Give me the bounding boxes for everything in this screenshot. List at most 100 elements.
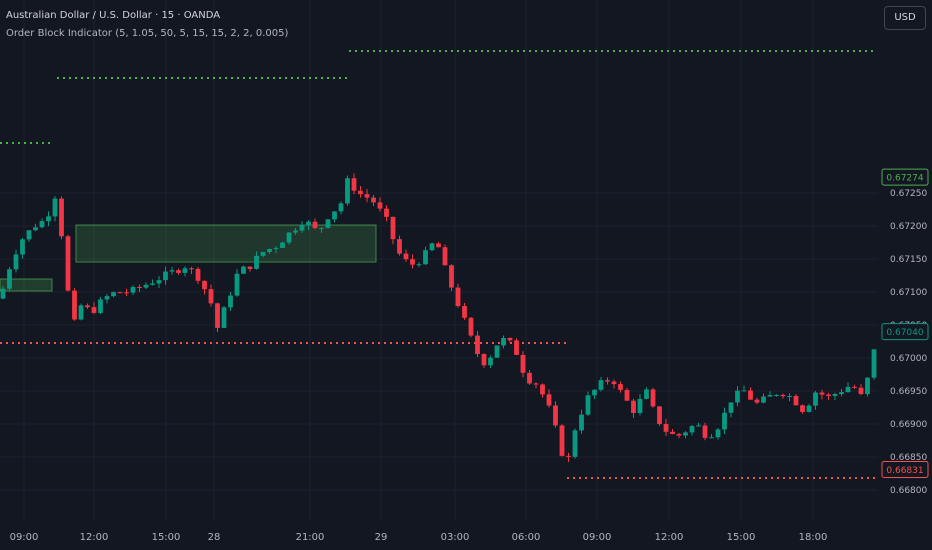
candle-body xyxy=(319,227,324,229)
price-tick-label: 0.66800 xyxy=(890,486,927,496)
time-tick-label: 18:00 xyxy=(799,532,828,543)
upper-level-price-label: 0.67274 xyxy=(886,174,923,184)
candle-body xyxy=(683,432,688,436)
time-tick-label: 12:00 xyxy=(80,532,109,543)
candle-body xyxy=(624,389,630,401)
candle-body xyxy=(436,243,441,248)
candle-body xyxy=(377,202,383,209)
price-tick-label: 0.67000 xyxy=(890,354,927,364)
candle-body xyxy=(696,425,701,427)
indicator-title[interactable]: Order Block Indicator (5, 1.05, 50, 5, 1… xyxy=(6,28,289,39)
candle-body xyxy=(390,216,396,240)
candle-body xyxy=(156,280,162,284)
candle-body xyxy=(793,395,799,406)
time-tick-label: 15:00 xyxy=(727,532,756,543)
candle-body xyxy=(618,384,623,390)
candle-body xyxy=(449,265,454,288)
candle-body xyxy=(371,197,376,203)
candle-body xyxy=(462,305,467,318)
candle-body xyxy=(787,395,792,397)
currency-button[interactable]: USD xyxy=(884,6,926,30)
candle-body xyxy=(410,259,415,265)
candle-body xyxy=(176,270,181,273)
candle-body xyxy=(442,247,448,266)
bullish-order-block-left[interactable] xyxy=(0,278,53,292)
candle-body xyxy=(52,198,58,217)
candle-body xyxy=(767,395,773,397)
candle-body xyxy=(858,387,864,395)
candle-body xyxy=(228,295,233,308)
candle-body xyxy=(234,273,240,296)
candle-body xyxy=(754,399,760,403)
price-tick-label: 0.67200 xyxy=(890,222,927,232)
candle-body xyxy=(813,392,818,406)
candle-body xyxy=(286,232,292,243)
candle-body xyxy=(117,292,123,294)
candle-body xyxy=(644,389,649,399)
time-tick-label: 09:00 xyxy=(583,532,612,543)
candle-body xyxy=(468,317,474,336)
candle-body xyxy=(722,412,727,430)
candle-body xyxy=(351,178,357,191)
candle-body xyxy=(494,345,500,358)
candle-body xyxy=(520,354,526,373)
price-tick-label: 0.67250 xyxy=(890,189,927,199)
candle-body xyxy=(514,340,519,355)
candle-body xyxy=(247,266,253,269)
candle-body xyxy=(780,394,786,397)
candle-body xyxy=(650,389,656,407)
candle-body xyxy=(202,280,207,290)
current-price-label: 0.67040 xyxy=(886,328,923,338)
upper-level-price-label-box xyxy=(881,168,929,186)
candle-body xyxy=(13,254,19,270)
candle-body xyxy=(800,405,805,412)
candle-body xyxy=(306,221,311,226)
candle-body xyxy=(598,380,604,390)
candle-body xyxy=(741,390,747,392)
candle-body xyxy=(728,402,734,413)
time-tick-label: 15:00 xyxy=(152,532,181,543)
time-tick-label: 28 xyxy=(208,532,221,543)
candle-body xyxy=(839,392,844,395)
candle-body xyxy=(819,392,825,395)
candle-body xyxy=(338,203,344,212)
candle-body xyxy=(774,394,779,396)
candle-body xyxy=(631,400,636,413)
candle-body xyxy=(254,255,259,269)
candle-body xyxy=(585,395,591,415)
lower-level-price-label-box xyxy=(881,461,929,479)
order-blocks xyxy=(0,224,377,292)
candle-body xyxy=(748,390,753,400)
candle-body xyxy=(566,455,571,457)
candle-body xyxy=(189,268,194,270)
candle-body xyxy=(605,380,610,382)
time-tick-label: 29 xyxy=(375,532,388,543)
candle-body xyxy=(657,406,662,425)
candle-body xyxy=(572,430,578,457)
candle-body xyxy=(7,269,12,289)
symbol-title[interactable]: Australian Dollar / U.S. Dollar · 15 · O… xyxy=(6,10,221,21)
bullish-order-block-main[interactable] xyxy=(75,224,377,263)
candle-body xyxy=(852,386,857,388)
candle-body xyxy=(150,283,155,285)
candle-body xyxy=(423,250,428,265)
candle-body xyxy=(59,198,64,237)
candle-body xyxy=(481,354,487,366)
candle-body xyxy=(559,425,565,456)
candle-body xyxy=(806,405,812,412)
candles xyxy=(0,173,877,462)
candle-body xyxy=(540,384,545,395)
candle-body xyxy=(325,219,331,228)
candle-body xyxy=(33,227,38,231)
candle-body xyxy=(293,230,298,233)
candle-body xyxy=(26,230,32,240)
candle-body xyxy=(143,284,149,288)
price-tick-label: 0.66950 xyxy=(890,387,927,397)
candle-body xyxy=(507,337,513,341)
candle-body xyxy=(221,307,227,328)
candle-body xyxy=(273,247,279,249)
candle-body xyxy=(403,253,409,260)
axes: 0.672500.672000.671500.671000.670500.670… xyxy=(10,189,928,543)
candle-body xyxy=(267,248,272,252)
